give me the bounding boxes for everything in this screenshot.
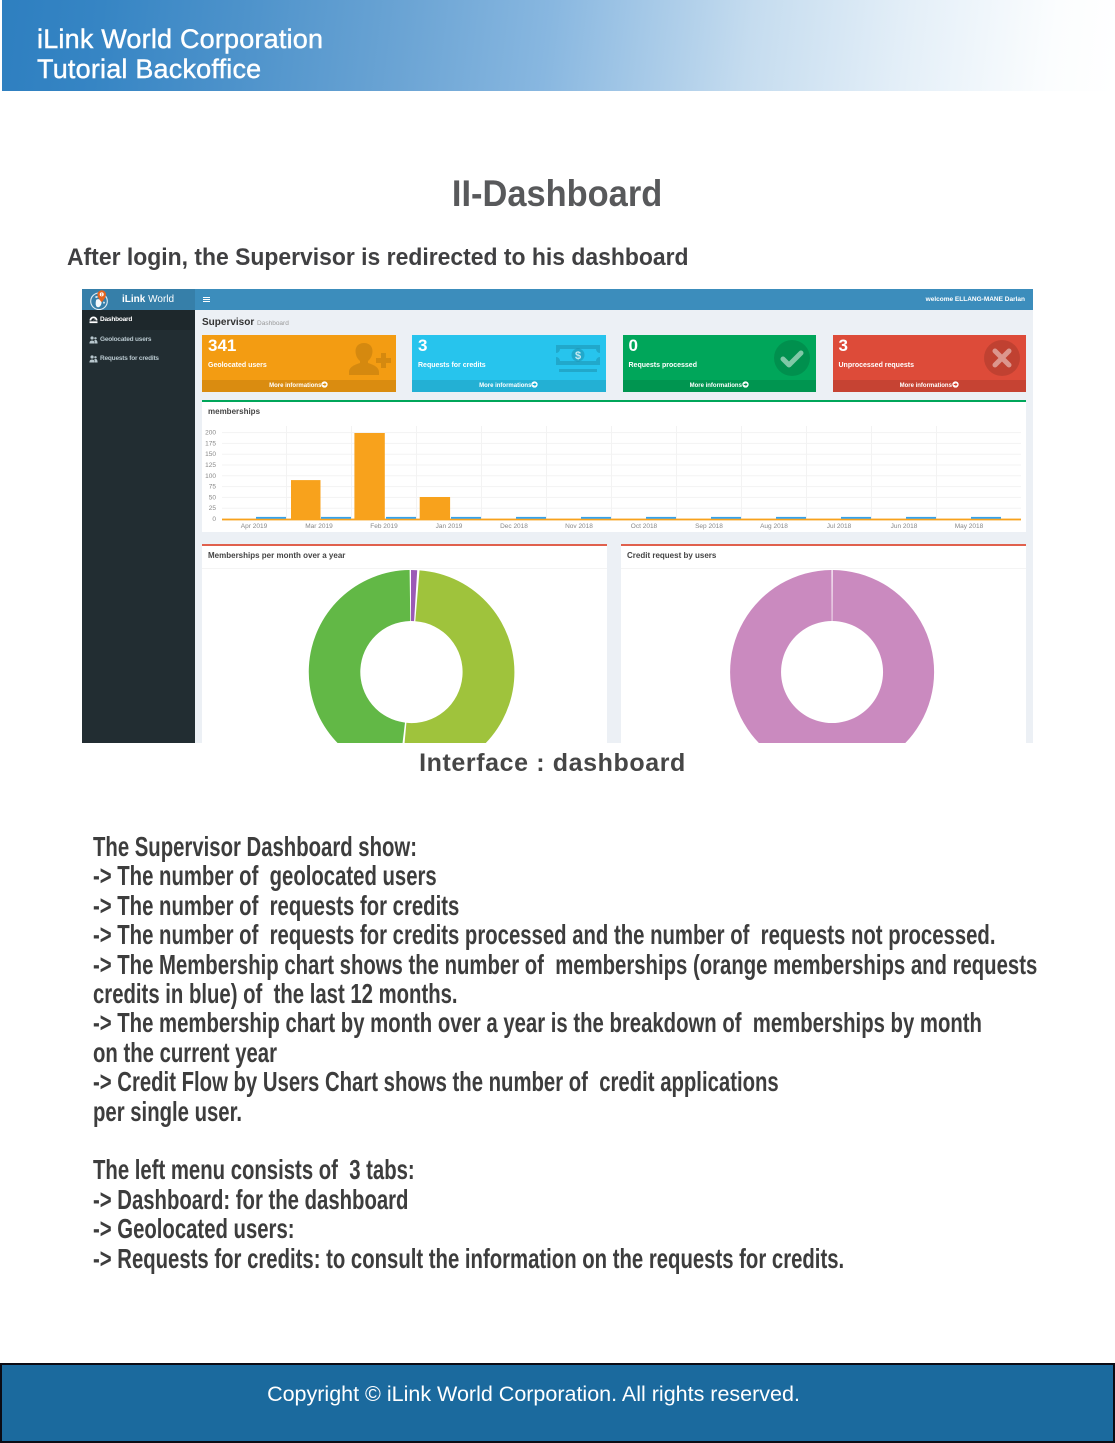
svg-text:175: 175 [205, 440, 216, 447]
svg-text:Apr 2019: Apr 2019 [241, 523, 268, 530]
svg-text:Nov 2018: Nov 2018 [565, 523, 593, 530]
svg-text:0: 0 [212, 516, 216, 523]
svg-text:200: 200 [205, 430, 216, 437]
svg-text:Sep 2018: Sep 2018 [695, 523, 723, 530]
svg-text:Oct 2018: Oct 2018 [631, 523, 658, 530]
svg-text:100: 100 [205, 473, 216, 480]
svg-text:75: 75 [209, 484, 217, 491]
svg-text:Mar 2019: Mar 2019 [305, 523, 333, 530]
svg-text:125: 125 [205, 462, 216, 469]
svg-text:$: $ [574, 349, 580, 361]
svg-text:Jul 2018: Jul 2018 [827, 523, 852, 530]
svg-text:Aug 2018: Aug 2018 [760, 523, 788, 530]
svg-text:May 2018: May 2018 [955, 523, 984, 530]
svg-text:Feb 2019: Feb 2019 [370, 523, 398, 530]
svg-text:Dec 2018: Dec 2018 [500, 523, 528, 530]
svg-text:25: 25 [209, 505, 217, 512]
svg-text:150: 150 [205, 451, 216, 458]
svg-text:50: 50 [209, 494, 217, 501]
svg-text:Jun 2018: Jun 2018 [891, 523, 918, 530]
svg-text:Jan 2019: Jan 2019 [436, 523, 463, 530]
